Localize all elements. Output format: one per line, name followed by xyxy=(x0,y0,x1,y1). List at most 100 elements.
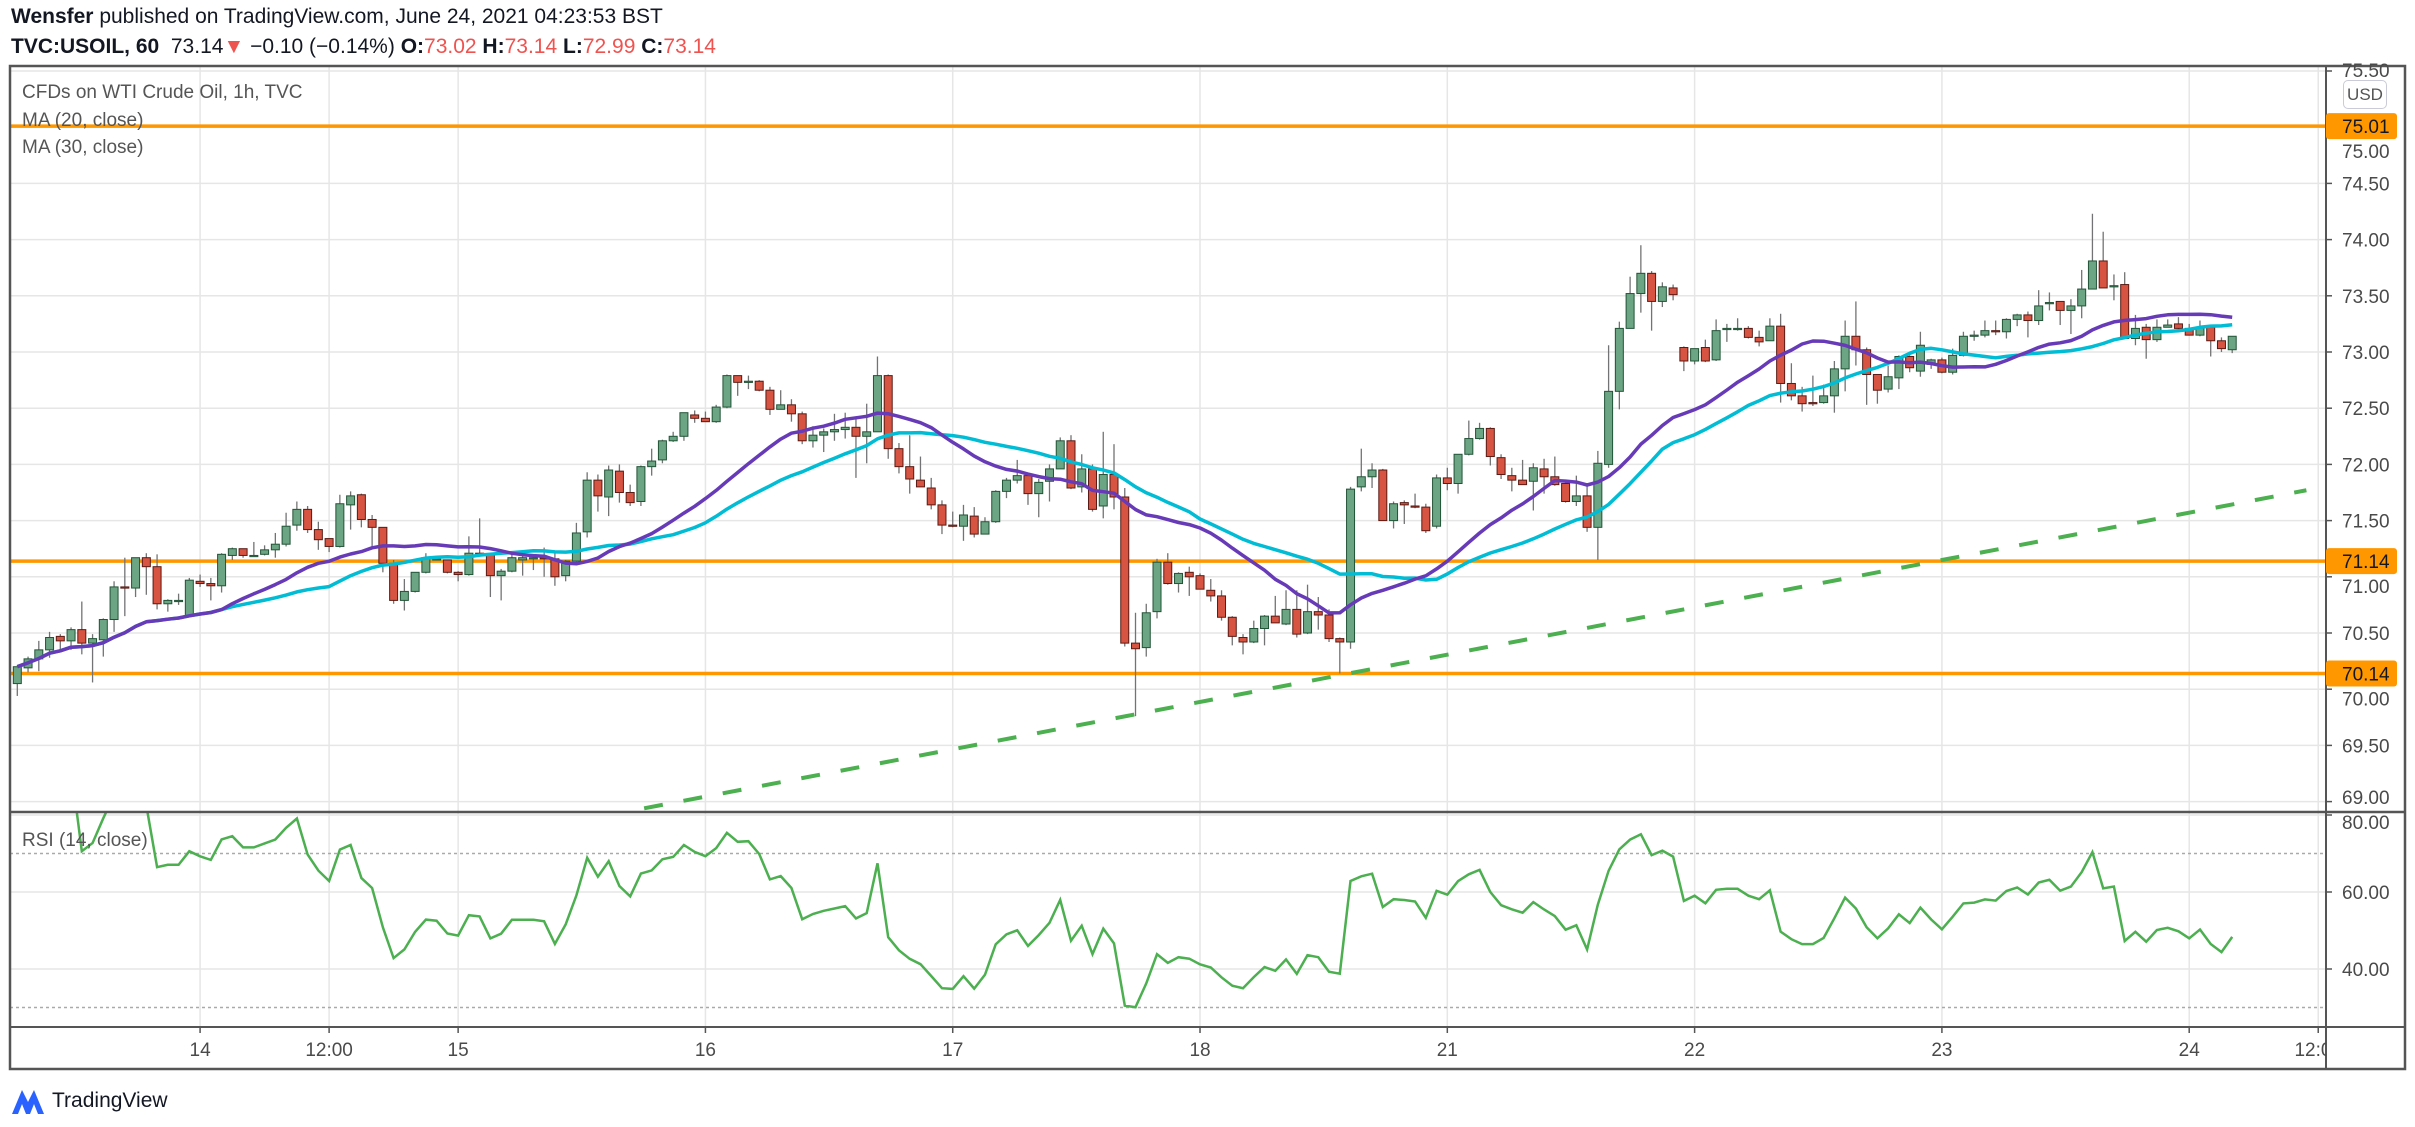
candle xyxy=(969,507,979,538)
candle xyxy=(1034,479,1044,518)
candle xyxy=(1453,453,1463,494)
level-price-label: 71.14 xyxy=(2342,552,2390,573)
candle-body-up xyxy=(1593,462,1603,528)
low-value: 72.99 xyxy=(582,35,636,58)
legend-ma20[interactable]: MA (20, close) xyxy=(22,110,144,131)
candle xyxy=(249,541,259,558)
rsi-tick-label: 40.00 xyxy=(2342,960,2390,981)
candle xyxy=(410,571,420,593)
trendline[interactable] xyxy=(643,488,2307,811)
close-value: 73.14 xyxy=(663,35,716,58)
candle-body-up xyxy=(66,629,76,642)
legend-rsi[interactable]: RSI (14, close) xyxy=(22,830,148,851)
candle xyxy=(260,545,270,556)
candle-body-up xyxy=(1980,330,1990,336)
candle xyxy=(980,517,990,535)
candle-body-up xyxy=(270,543,280,551)
open-value: 73.02 xyxy=(424,35,477,58)
candle xyxy=(227,547,237,560)
candle xyxy=(55,634,65,651)
candle xyxy=(1991,320,2001,336)
candle-body-down xyxy=(1184,571,1194,578)
candle xyxy=(1442,467,1452,491)
candle xyxy=(765,386,775,415)
candle xyxy=(2012,313,2022,327)
candle-body-up xyxy=(88,638,98,644)
price-axis[interactable]: 75.50 75.00 74.50 74.00 73.50 73.00 72.50 72.00… xyxy=(2326,61,2397,981)
candle-body-up xyxy=(1883,376,1893,390)
time-tick-label: 21 xyxy=(1437,1040,1458,1061)
footer-logo[interactable]: TradingView xyxy=(10,1086,168,1116)
candle-body-up xyxy=(1571,495,1581,502)
candle-body-down xyxy=(625,492,635,504)
author-name[interactable]: Wensfer xyxy=(11,5,94,28)
publish-text: published on TradingView.com, June 24, 2… xyxy=(99,5,663,28)
candle xyxy=(1399,500,1409,524)
candle xyxy=(335,494,345,548)
candle xyxy=(2044,292,2054,311)
candle xyxy=(1700,339,1710,363)
candle-body-up xyxy=(1432,477,1442,527)
candle-body-up xyxy=(991,490,1001,523)
candle-body-down xyxy=(2120,284,2130,340)
rsi-pane xyxy=(75,812,2234,1009)
candle xyxy=(292,501,302,531)
candle xyxy=(2066,299,2076,335)
candle-body-up xyxy=(1367,469,1377,478)
candle-body-down xyxy=(1410,505,1420,508)
candle xyxy=(657,439,667,464)
candle-body-up xyxy=(1464,438,1474,455)
candle-body-down xyxy=(55,635,65,642)
time-axis[interactable]: 14 12:00 15 16 17 18 21 22 23 24 12:00 xyxy=(190,1027,2342,1061)
candle-body-down xyxy=(905,466,915,480)
candle-body-down xyxy=(141,557,151,568)
candle xyxy=(1184,566,1194,596)
candle-body-down xyxy=(1679,347,1689,362)
candle xyxy=(1141,603,1151,657)
candle xyxy=(141,553,151,595)
trendline-group[interactable] xyxy=(643,488,2307,811)
candle-body-up xyxy=(1034,481,1044,495)
candle-body-up xyxy=(722,375,732,408)
candle-body-down xyxy=(733,375,743,383)
candle-body-down xyxy=(324,538,334,547)
level-price-badge[interactable] xyxy=(2326,548,2397,575)
candle-body-up xyxy=(1765,325,1775,342)
ma20-line xyxy=(16,312,2233,669)
price-tick-label: 75.50 xyxy=(2342,61,2390,82)
candle xyxy=(1883,365,1893,393)
candle xyxy=(1582,485,1592,532)
candle xyxy=(442,559,452,574)
candle-body-down xyxy=(1518,479,1528,486)
candle-body-down xyxy=(690,414,700,419)
candle-body-down xyxy=(356,494,366,520)
candle xyxy=(109,581,119,632)
candle xyxy=(991,490,1001,523)
candle xyxy=(270,532,280,558)
candle-body-up xyxy=(1840,335,1850,370)
open-label: O: xyxy=(400,35,425,58)
candle-body-down xyxy=(2173,323,2183,329)
candle xyxy=(1238,634,1248,655)
candle xyxy=(1044,464,1054,502)
candle-body-up xyxy=(1152,561,1162,613)
candle xyxy=(1120,488,1130,647)
candle-body-down xyxy=(1131,642,1141,650)
candle xyxy=(1023,474,1033,505)
candle-body-up xyxy=(507,557,517,572)
level-price-badge[interactable] xyxy=(2326,113,2397,140)
candle xyxy=(356,493,366,528)
candle xyxy=(131,557,141,598)
candle xyxy=(399,579,409,611)
legend-ma30[interactable]: MA (30, close) xyxy=(22,137,144,158)
candle-body-up xyxy=(249,554,259,558)
candle xyxy=(1518,459,1528,486)
level-price-badge[interactable] xyxy=(2326,660,2397,687)
candle xyxy=(668,431,678,442)
candle xyxy=(905,435,915,494)
time-tick-label: 12:00 xyxy=(305,1040,353,1061)
horizontal-levels[interactable] xyxy=(10,124,2326,676)
currency-badge[interactable]: USD xyxy=(2343,80,2387,109)
price-tick-label: 72.50 xyxy=(2342,399,2390,420)
